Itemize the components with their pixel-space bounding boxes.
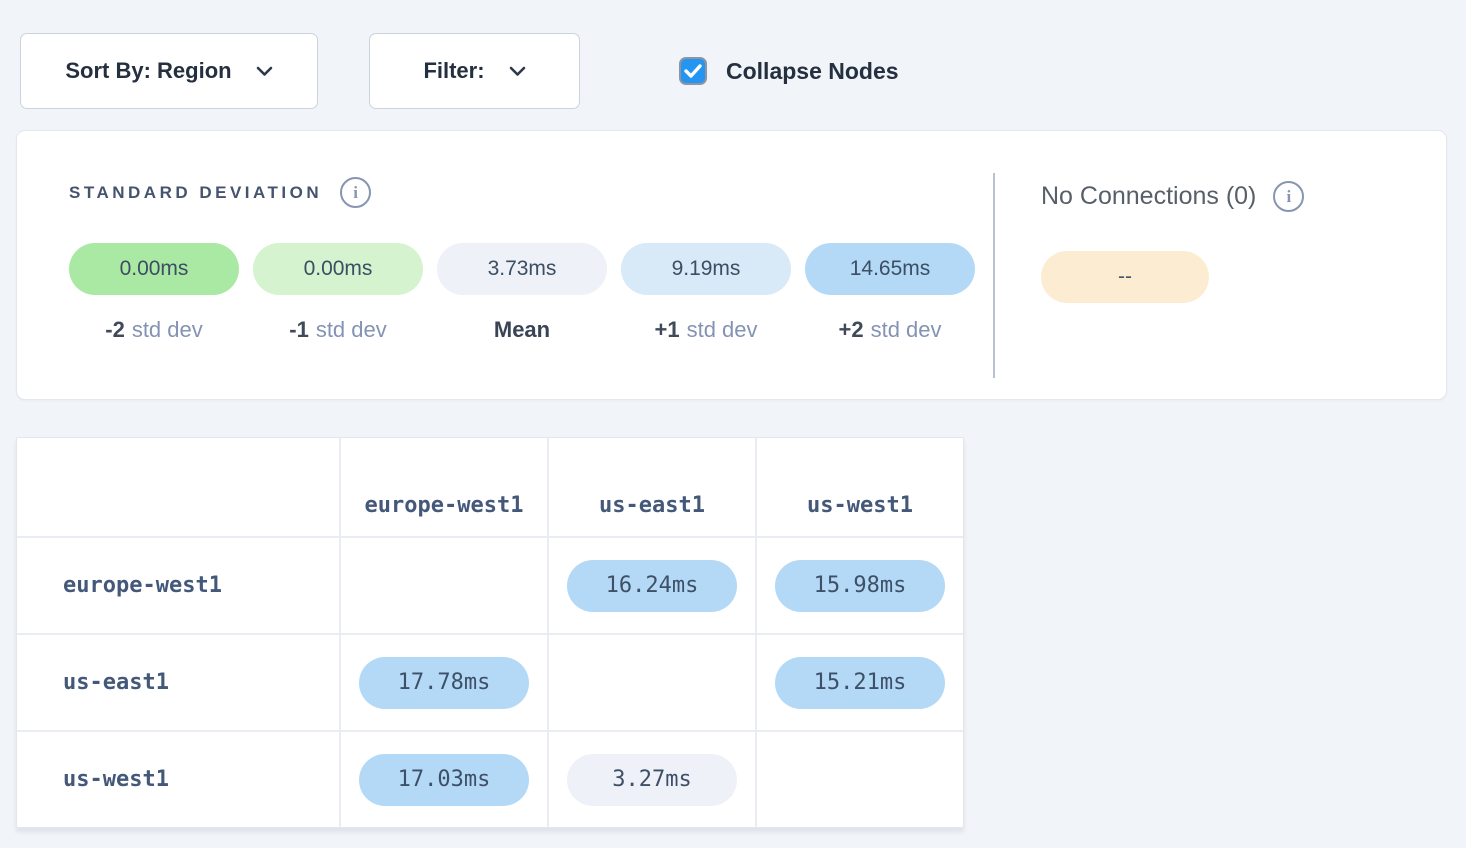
- sort-by-dropdown[interactable]: Sort By: Region: [20, 33, 318, 109]
- matrix-cell-us-east1-us-east1: [549, 635, 755, 730]
- info-icon[interactable]: i: [1273, 181, 1305, 212]
- chevron-down-icon: [509, 66, 526, 77]
- checkmark-icon: [684, 64, 702, 78]
- matrix-column-header-us-east1: us-east1: [549, 438, 755, 536]
- std-dev-bucket-2: 3.73ms Mean: [437, 243, 607, 343]
- std-dev-buckets: 0.00ms -2 std dev 0.00ms -1 std dev 3.73ms Mean…: [69, 243, 975, 343]
- collapse-nodes-label: Collapse Nodes: [726, 57, 899, 84]
- no-connections-pill: --: [1041, 251, 1209, 303]
- bucket-label-prefix: +2: [838, 317, 864, 342]
- matrix-cell-us-west1-us-west1: [757, 732, 963, 827]
- std-dev-pill: 14.65ms: [805, 243, 975, 295]
- bucket-label-prefix: -2: [105, 317, 125, 342]
- no-connections-title: No Connections (0): [1041, 182, 1257, 210]
- bucket-label-suffix: std dev: [870, 317, 942, 342]
- latency-pill[interactable]: 17.78ms: [359, 656, 529, 709]
- std-dev-pill: 9.19ms: [621, 243, 791, 295]
- matrix-row-header-europe-west1: europe-west1: [17, 538, 339, 633]
- collapse-nodes-checkbox[interactable]: [679, 57, 707, 85]
- matrix-column-header-europe-west1: europe-west1: [341, 438, 547, 536]
- info-icon[interactable]: i: [340, 177, 372, 208]
- matrix-cell-us-west1-europe-west1: 17.03ms: [341, 732, 547, 827]
- matrix-corner-cell: [17, 438, 339, 536]
- filter-dropdown[interactable]: Filter:: [369, 33, 580, 109]
- latency-pill[interactable]: 15.21ms: [775, 656, 945, 709]
- matrix-cell-us-west1-us-east1: 3.27ms: [549, 732, 755, 827]
- std-dev-bucket-label: -2 std dev: [105, 317, 203, 343]
- std-dev-bucket-3: 9.19ms +1 std dev: [621, 243, 791, 343]
- collapse-nodes-control: Collapse Nodes: [679, 57, 899, 85]
- latency-pill[interactable]: 17.03ms: [359, 753, 529, 806]
- std-dev-bucket-4: 14.65ms +2 std dev: [805, 243, 975, 343]
- std-dev-pill: 3.73ms: [437, 243, 607, 295]
- latency-pill[interactable]: 15.98ms: [775, 559, 945, 612]
- sort-by-label: Sort By: Region: [65, 58, 232, 83]
- legend-title: STANDARD DEVIATION: [69, 182, 323, 202]
- legend-divider: [993, 173, 995, 378]
- matrix-row-header-us-east1: us-east1: [17, 635, 339, 730]
- std-dev-bucket-label: -1 std dev: [289, 317, 387, 343]
- latency-pill[interactable]: 3.27ms: [567, 753, 737, 806]
- matrix-cell-europe-west1-us-west1: 15.98ms: [757, 538, 963, 633]
- filter-label: Filter:: [423, 58, 485, 83]
- legend-card: STANDARD DEVIATION i 0.00ms -2 std dev 0.00…: [16, 130, 1447, 400]
- bucket-label-suffix: std dev: [686, 317, 758, 342]
- std-dev-bucket-label: +2 std dev: [838, 317, 941, 343]
- matrix-row-header-us-west1: us-west1: [17, 732, 339, 827]
- latency-matrix-table: europe-west1 us-east1 us-west1 europe-west1…: [16, 437, 964, 828]
- toolbar: Sort By: Region Filter: Collapse Nodes: [20, 33, 1446, 109]
- latency-pill[interactable]: 16.24ms: [567, 559, 737, 612]
- matrix-cell-us-east1-us-west1: 15.21ms: [757, 635, 963, 730]
- matrix-column-header-us-west1: us-west1: [757, 438, 963, 536]
- matrix-cell-us-east1-europe-west1: 17.78ms: [341, 635, 547, 730]
- matrix-cell-europe-west1-us-east1: 16.24ms: [549, 538, 755, 633]
- std-dev-bucket-0: 0.00ms -2 std dev: [69, 243, 239, 343]
- std-dev-pill: 0.00ms: [69, 243, 239, 295]
- std-dev-pill: 0.00ms: [253, 243, 423, 295]
- bucket-label-suffix: std dev: [315, 317, 387, 342]
- chevron-down-icon: [256, 66, 273, 77]
- bucket-label-suffix: std dev: [131, 317, 203, 342]
- bucket-label-prefix: +1: [654, 317, 680, 342]
- matrix-cell-europe-west1-europe-west1: [341, 538, 547, 633]
- std-dev-bucket-label: Mean: [494, 317, 550, 343]
- std-dev-bucket-label: +1 std dev: [654, 317, 757, 343]
- bucket-label-prefix: -1: [289, 317, 309, 342]
- bucket-label-prefix: Mean: [493, 317, 551, 342]
- std-dev-bucket-1: 0.00ms -1 std dev: [253, 243, 423, 343]
